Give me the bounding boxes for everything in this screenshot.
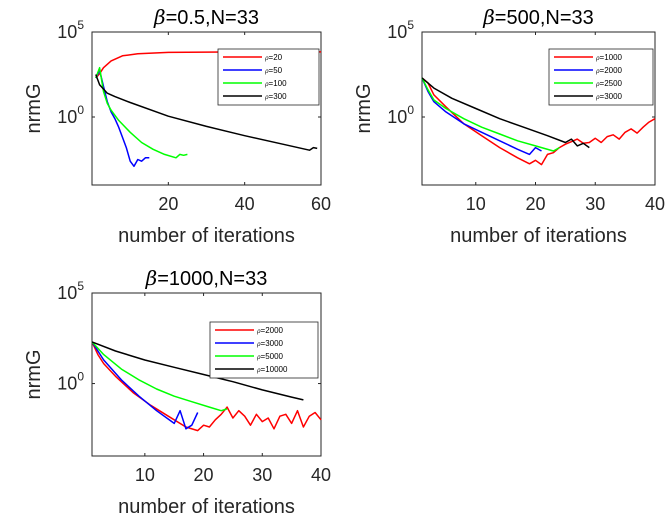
legend-label: ρ=1000 xyxy=(595,53,623,62)
series-line-3 xyxy=(421,77,560,152)
series-line-4 xyxy=(95,74,318,151)
x-tick-label: 30 xyxy=(252,465,272,485)
title-beta: β xyxy=(153,5,166,29)
x-tick-label: 20 xyxy=(525,194,545,214)
x-axis-label: number of iterations xyxy=(450,225,627,247)
legend-value: =2000 xyxy=(261,326,284,335)
legend-label: ρ=100 xyxy=(264,79,287,88)
chart-2: 105 100 10 20 30 40 β=500,N=33 number of iterat… xyxy=(353,5,665,247)
legend-label: ρ=5000 xyxy=(256,352,284,361)
legend-rho: ρ xyxy=(256,354,261,361)
legend-label: ρ=50 xyxy=(264,66,283,75)
y-axis-label: nrmG xyxy=(23,84,45,134)
legend-rho: ρ xyxy=(256,341,261,348)
legend-value: =2000 xyxy=(600,66,623,75)
legend-rho: ρ xyxy=(256,367,261,374)
legend-rho: ρ xyxy=(256,328,261,335)
legend-value: =5000 xyxy=(261,352,284,361)
legend-label: ρ=2500 xyxy=(595,79,623,88)
title-beta: β xyxy=(145,266,158,290)
series-line-4 xyxy=(421,77,590,149)
legend-rho: ρ xyxy=(595,55,600,62)
y-tick-label: 105 xyxy=(387,18,414,42)
legend-value: =2500 xyxy=(600,79,623,88)
legend-rho: ρ xyxy=(264,81,269,88)
x-tick-label: 10 xyxy=(135,465,155,485)
legend-value: =20 xyxy=(269,53,283,62)
y-axis-label: nrmG xyxy=(353,84,375,134)
title-text: =0.5,N=33 xyxy=(166,7,259,29)
y-tick-exponent: 0 xyxy=(77,103,84,117)
legend-value: =3000 xyxy=(600,92,623,101)
legend-value: =50 xyxy=(269,66,283,75)
title-text: =500,N=33 xyxy=(495,7,594,29)
legend-label: ρ=20 xyxy=(264,53,283,62)
x-tick-label: 30 xyxy=(585,194,605,214)
chart-title: β=1000,N=33 xyxy=(145,266,268,290)
chart-title: β=500,N=33 xyxy=(482,5,594,29)
chart-3: 105 100 10 20 30 40 β=1000,N=33 number of itera… xyxy=(23,266,331,518)
title-beta: β xyxy=(482,5,495,29)
chart-1: 105 100 20 40 60 β=0.5,N=33 number of iteratio… xyxy=(23,5,331,247)
y-axis-label: nrmG xyxy=(23,350,45,400)
legend-label: ρ=10000 xyxy=(256,365,288,374)
x-axis-label: number of iterations xyxy=(118,496,295,518)
legend-label: ρ=3000 xyxy=(256,339,284,348)
series-line-3 xyxy=(91,341,228,412)
legend-value: =3000 xyxy=(261,339,284,348)
y-tick-label: 100 xyxy=(57,370,84,394)
legend-rho: ρ xyxy=(264,55,269,62)
chart-title: β=0.5,N=33 xyxy=(153,5,259,29)
x-tick-label: 40 xyxy=(645,194,665,214)
series-line-3 xyxy=(95,66,188,159)
x-tick-label: 60 xyxy=(311,194,331,214)
series-line-4 xyxy=(91,341,304,401)
legend-label: ρ=2000 xyxy=(256,326,284,335)
legend-rho: ρ xyxy=(595,94,600,101)
x-tick-label: 10 xyxy=(466,194,486,214)
x-tick-label: 40 xyxy=(311,465,331,485)
y-tick-exponent: 5 xyxy=(407,18,414,32)
y-tick-exponent: 5 xyxy=(77,18,84,32)
y-tick-label: 100 xyxy=(387,103,414,127)
legend-rho: ρ xyxy=(595,81,600,88)
y-tick-exponent: 5 xyxy=(77,279,84,293)
legend-label: ρ=2000 xyxy=(595,66,623,75)
series-line-2 xyxy=(421,77,542,156)
y-tick-exponent: 0 xyxy=(77,370,84,384)
y-tick-label: 105 xyxy=(57,18,84,42)
x-tick-label: 40 xyxy=(235,194,255,214)
x-tick-label: 20 xyxy=(158,194,178,214)
legend-value: =1000 xyxy=(600,53,623,62)
legend-value: =100 xyxy=(269,79,288,88)
legend-rho: ρ xyxy=(595,68,600,75)
y-tick-label: 105 xyxy=(57,279,84,303)
series-line-2 xyxy=(91,341,199,430)
legend-label: ρ=3000 xyxy=(595,92,623,101)
x-axis-label: number of iterations xyxy=(118,225,295,247)
title-text: =1000,N=33 xyxy=(157,268,267,290)
legend-value: =300 xyxy=(269,92,288,101)
y-tick-label: 100 xyxy=(57,103,84,127)
x-tick-label: 20 xyxy=(194,465,214,485)
y-tick-exponent: 0 xyxy=(407,103,414,117)
legend-label: ρ=300 xyxy=(264,92,287,101)
legend-value: =10000 xyxy=(261,365,288,374)
legend-rho: ρ xyxy=(264,68,269,75)
series-line-1 xyxy=(421,77,656,166)
legend-rho: ρ xyxy=(264,94,269,101)
